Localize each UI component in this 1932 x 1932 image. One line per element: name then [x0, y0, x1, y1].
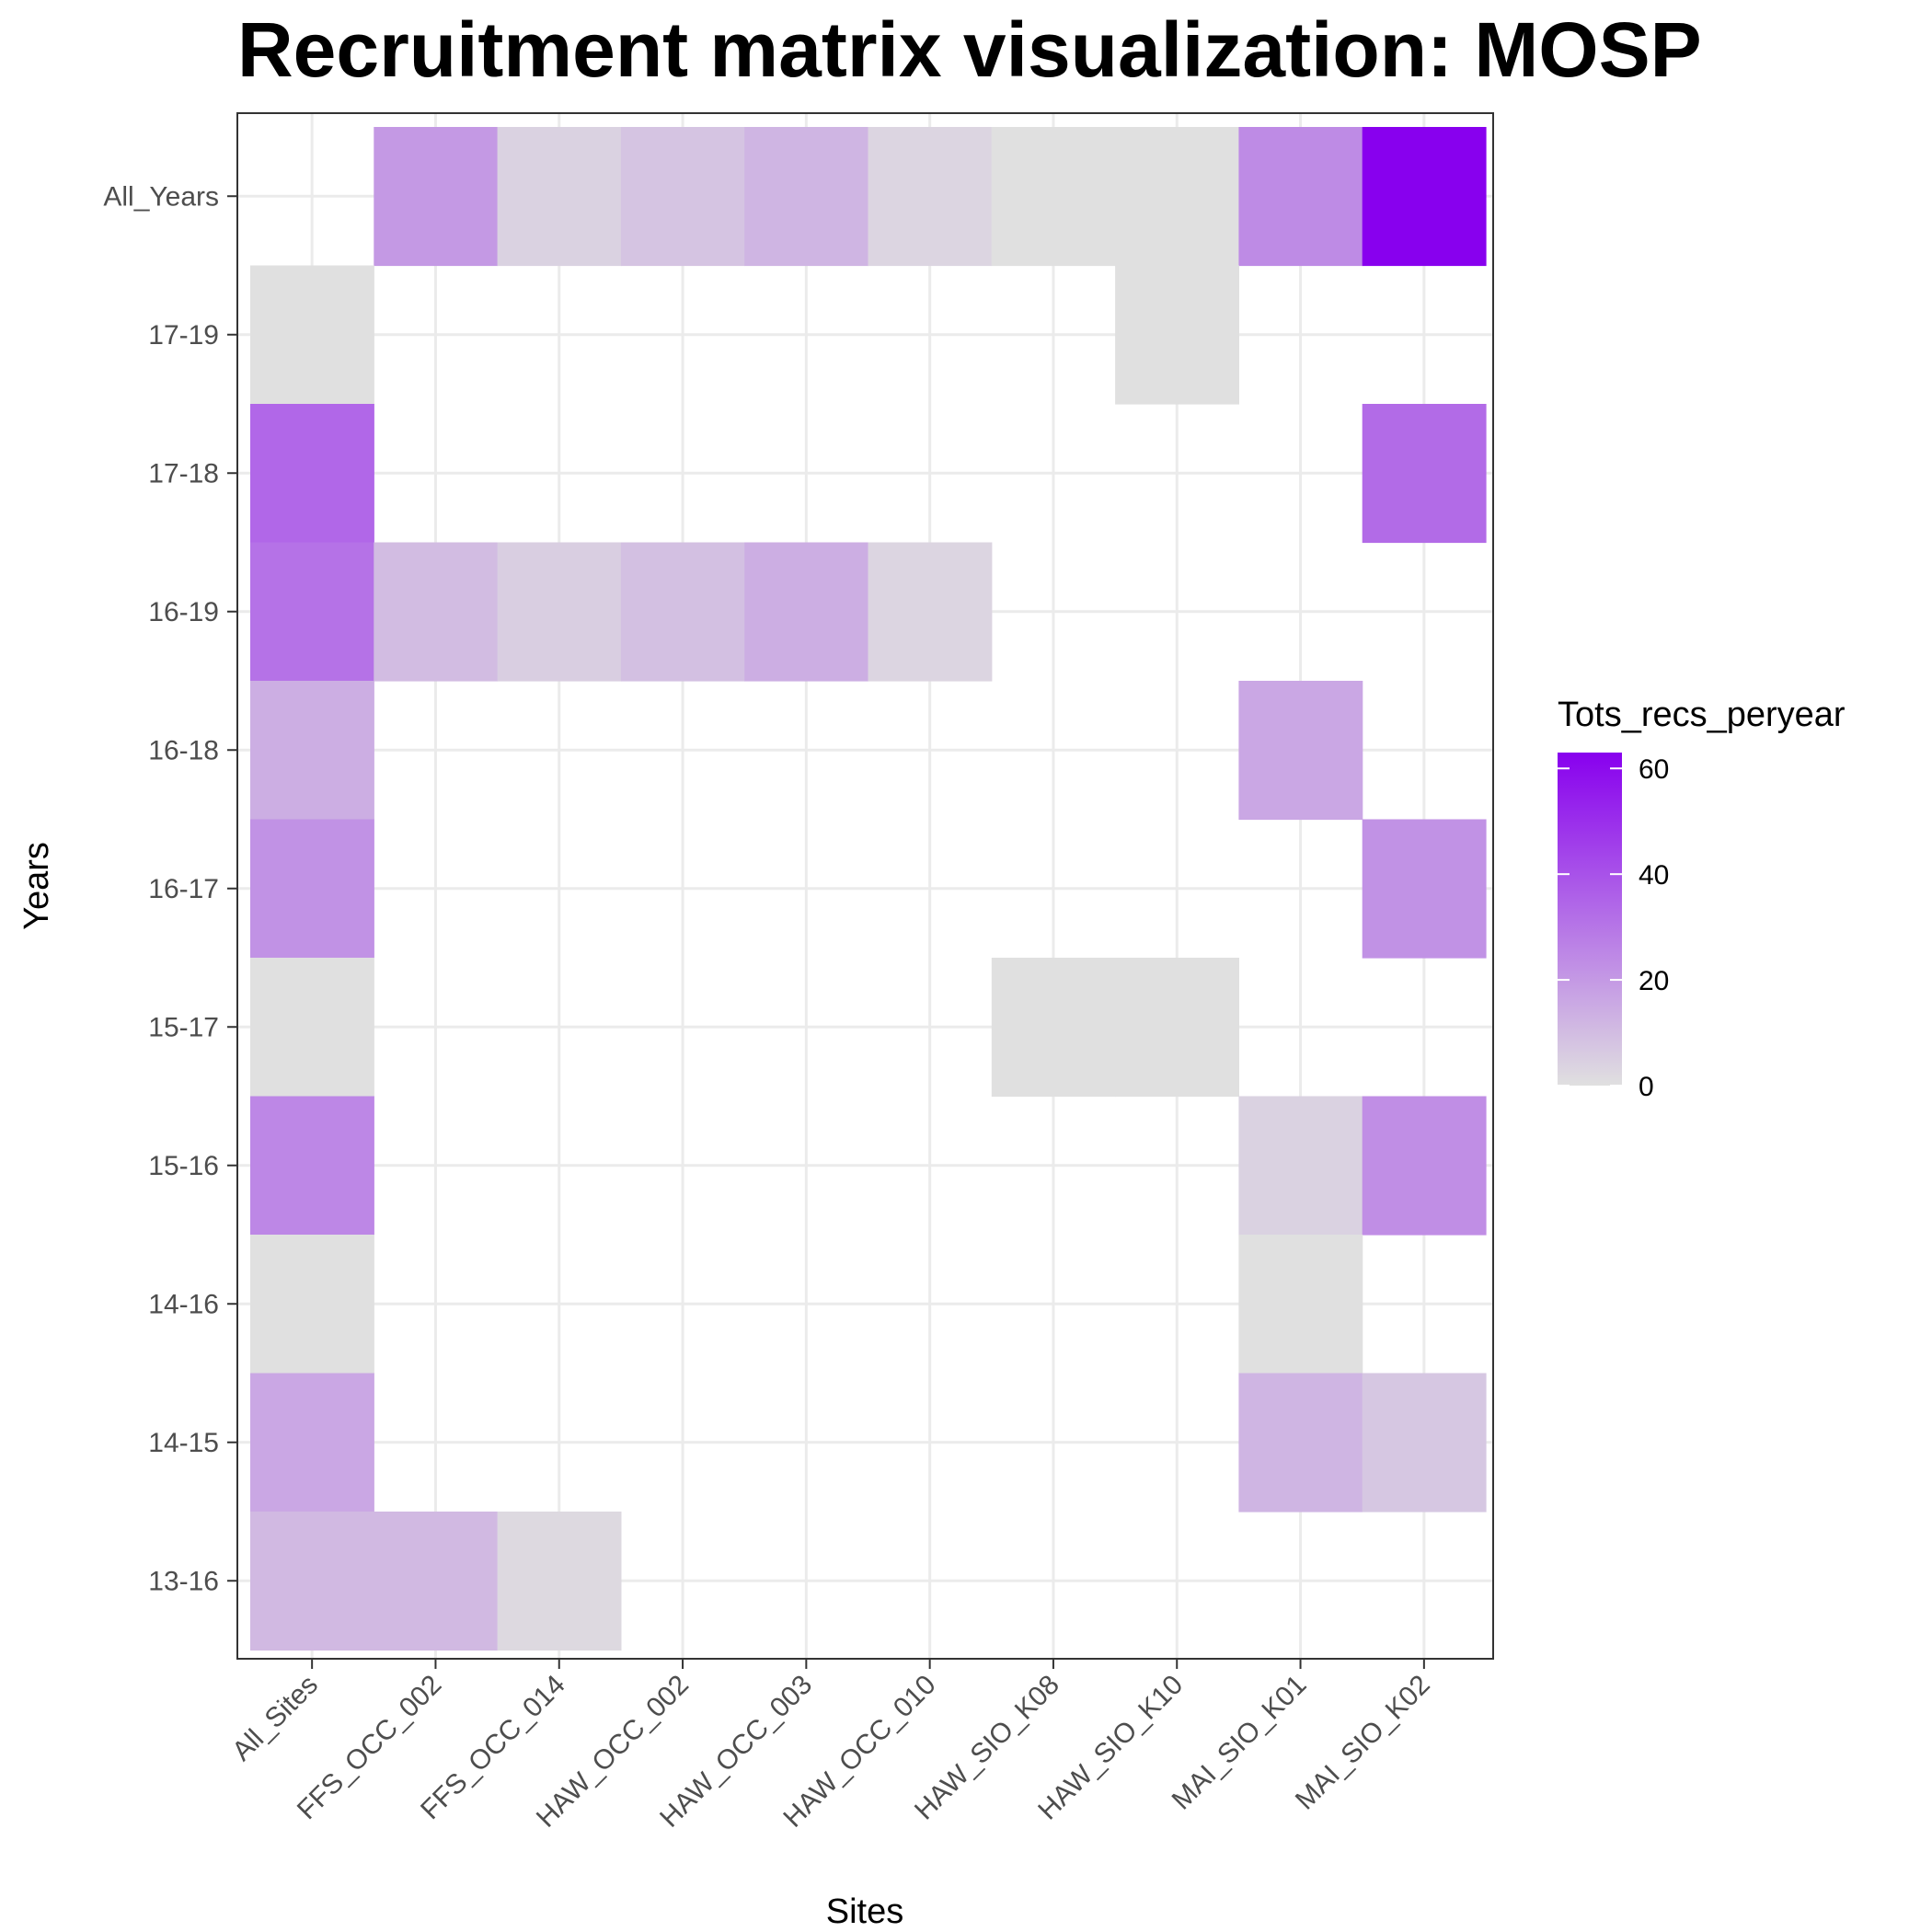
heatmap-cell [1362, 819, 1487, 959]
heatmap-cell [1238, 1235, 1363, 1374]
x-tick-label: All_Sites [226, 1670, 324, 1767]
y-tick-label: 16-19 [148, 597, 219, 627]
y-tick-label: 17-19 [148, 320, 219, 351]
heatmap-cell [497, 542, 622, 682]
chart-title: Recruitment matrix visualization: MOSP [237, 6, 1702, 93]
heatmap-cell [1362, 1096, 1487, 1236]
x-axis: All_SitesFFS_OCC_002FFS_OCC_014HAW_OCC_0… [226, 1659, 1436, 1834]
y-tick-label: 15-16 [148, 1151, 219, 1181]
heatmap-cell [620, 542, 745, 682]
legend-tick-label: 60 [1639, 754, 1669, 785]
heatmap-cell [1115, 958, 1239, 1098]
heatmap-cell [497, 127, 622, 267]
heatmap-cell [991, 127, 1116, 267]
heatmap-cell [250, 1373, 374, 1512]
legend-tick-label: 20 [1639, 966, 1669, 996]
heatmap-cell [868, 127, 993, 267]
legend-title: Tots_recs_peryear [1558, 696, 1846, 734]
heatmap-cell [868, 542, 993, 682]
heatmap-cell [250, 404, 374, 544]
heatmap-cell [1238, 1373, 1363, 1512]
plot-border [236, 112, 1494, 1660]
heatmap-cell [250, 681, 374, 821]
heatmap-cell [250, 1512, 374, 1651]
y-tick-label: 13-16 [148, 1566, 219, 1596]
y-tick-label: 14-16 [148, 1289, 219, 1319]
y-tick-label: 16-18 [148, 735, 219, 765]
heatmap-cell [744, 542, 869, 682]
heatmap-cell [1238, 1096, 1363, 1236]
heatmap-cells [250, 127, 1487, 1651]
heatmap-cell [1115, 265, 1239, 405]
heatmap-cell [1238, 681, 1363, 821]
heatmap-cell [374, 542, 499, 682]
heatmap-cell [1362, 1373, 1487, 1512]
y-tick-label: 14-15 [148, 1428, 219, 1458]
x-axis-title: Sites [826, 1892, 903, 1931]
heatmap-cell [1238, 127, 1363, 267]
y-axis-title: Years [17, 842, 56, 930]
y-tick-label: 15-17 [148, 1012, 219, 1042]
heatmap-cell [744, 127, 869, 267]
legend-tick-label: 0 [1639, 1072, 1654, 1102]
heatmap-cell [374, 127, 499, 267]
heatmap-cell [250, 542, 374, 682]
heatmap-cell [1362, 404, 1487, 544]
heatmap-cell [620, 127, 745, 267]
y-tick-label: 17-18 [148, 458, 219, 489]
heatmap-cell [497, 1512, 622, 1651]
y-axis: All_Years 17-19 17-18 16-19 16-18 16-17 15-17 1… [103, 181, 237, 1596]
heatmap-cell [374, 1512, 499, 1651]
legend-colorbar [1558, 753, 1622, 1086]
heatmap-cell [250, 1096, 374, 1236]
heatmap-cell [250, 1235, 374, 1374]
y-tick-label: All_Years [103, 181, 219, 212]
heatmap-cell [250, 958, 374, 1098]
heatmap-cell [250, 819, 374, 959]
heatmap-cell [1115, 127, 1239, 267]
heatmap-cell [250, 265, 374, 405]
heatmap-cell [991, 958, 1116, 1098]
y-tick-label: 16-17 [148, 874, 219, 904]
legend-tick-label: 40 [1639, 860, 1669, 891]
heatmap-cell [1362, 127, 1487, 267]
color-legend: Tots_recs_peryear 0 20 40 60 [1558, 696, 1846, 1102]
